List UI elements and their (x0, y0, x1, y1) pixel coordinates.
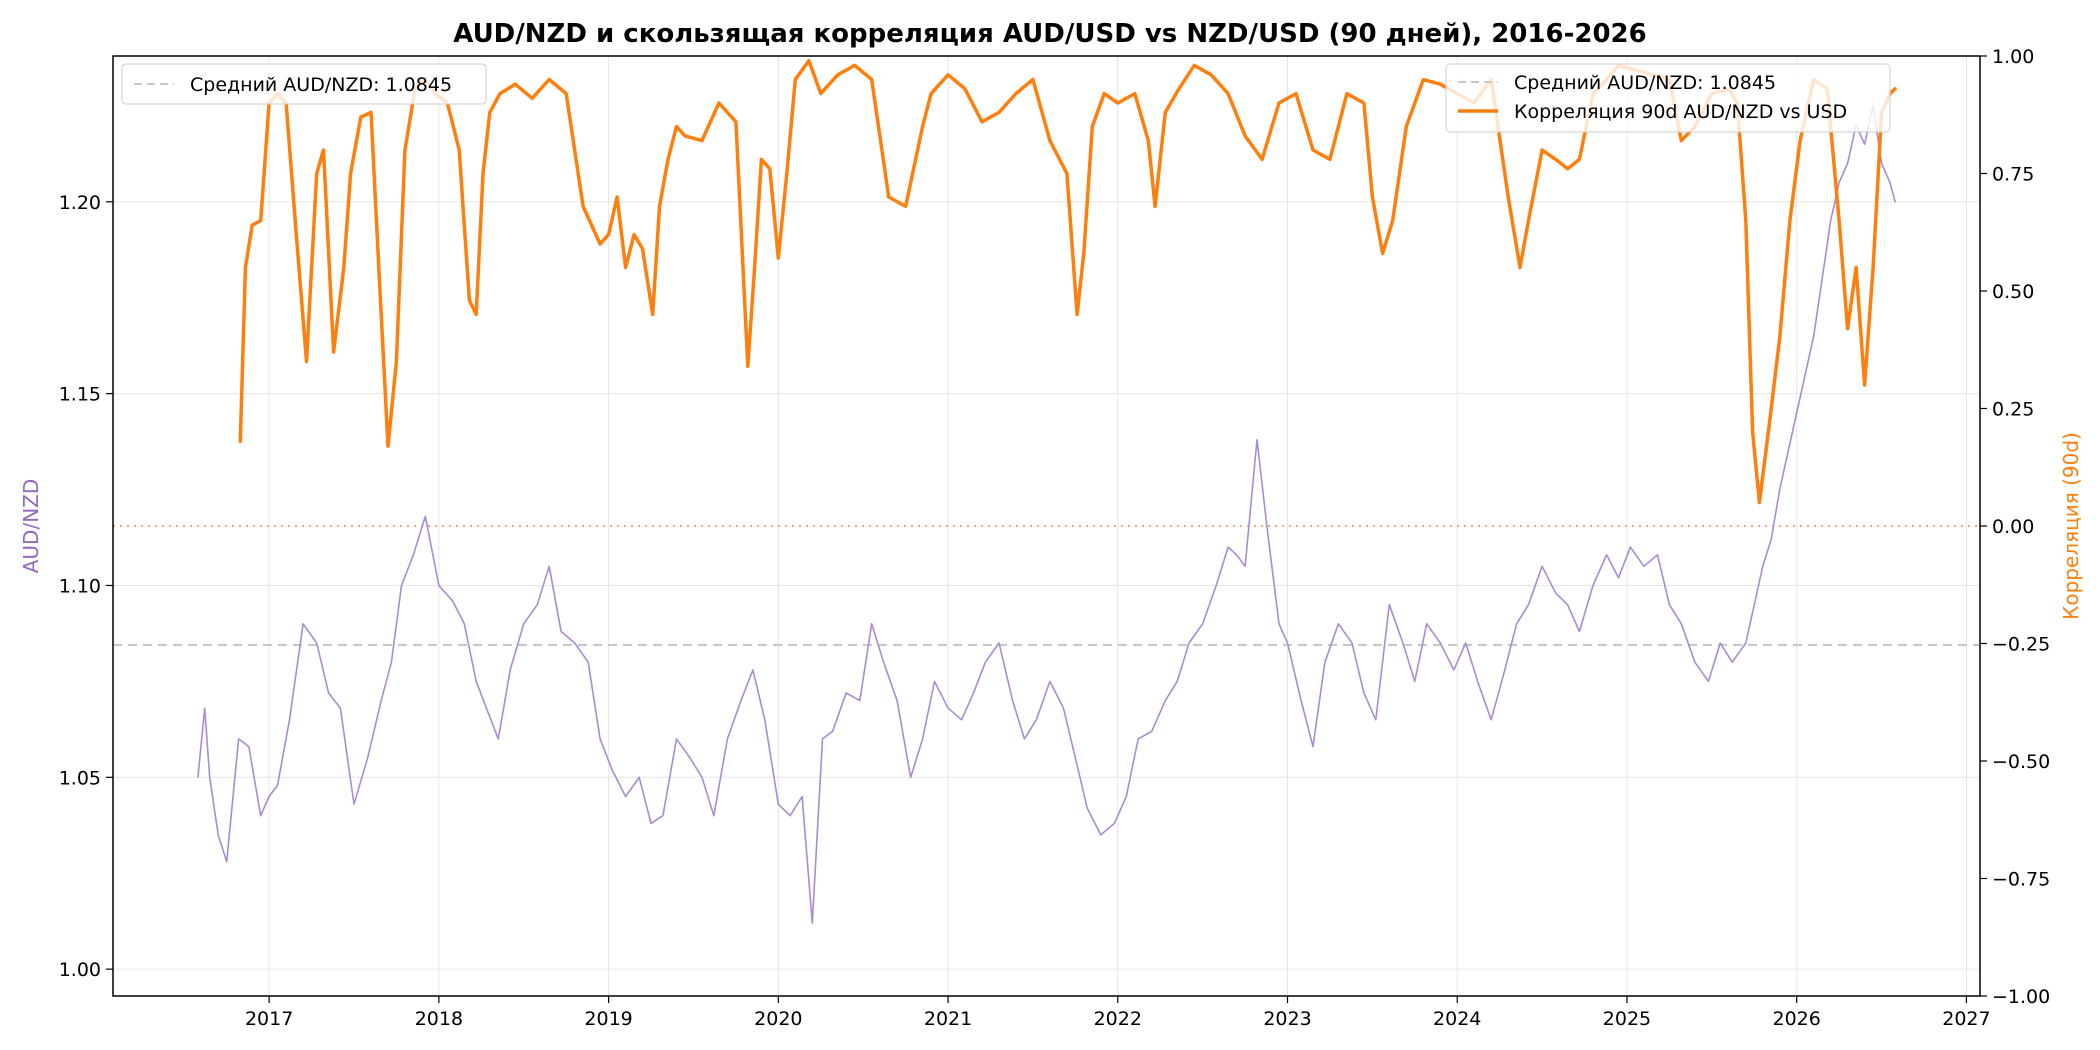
right-y-tick-label: 0.25 (1992, 399, 2034, 421)
left-y-tick-label: 1.15 (59, 384, 101, 406)
left-y-axis-label: AUD/NZD (19, 479, 43, 574)
audnzd-series-layer (197, 105, 1896, 924)
right-y-tick-label: 0.50 (1992, 281, 2034, 303)
right-y-tick-label: −0.75 (1992, 869, 2050, 891)
right-y-tick-label: −0.25 (1992, 634, 2050, 656)
x-tick-label: 2025 (1603, 1008, 1651, 1030)
x-tick-label: 2019 (584, 1008, 632, 1030)
left-y-axis-ticks: 1.00 1.05 1.10 1.15 1.20 (59, 192, 113, 981)
legend-right-box (1445, 63, 1891, 133)
left-y-tick-label: 1.05 (59, 767, 101, 789)
x-tick-label: 2018 (415, 1008, 463, 1030)
x-tick-label: 2022 (1094, 1008, 1142, 1030)
chart-title: AUD/NZD и скользящая корреляция AUD/USD … (453, 19, 1647, 49)
right-y-tick-label: 1.00 (1992, 46, 2034, 68)
legend-left-mean-label: Средний AUD/NZD: 1.0845 (190, 74, 452, 96)
right-y-axis-label: Корреляция (90d) (2059, 432, 2083, 620)
left-y-tick-label: 1.20 (59, 192, 101, 214)
right-y-tick-label: 0.75 (1992, 164, 2034, 186)
reference-lines (113, 525, 1980, 647)
right-y-tick-label: −1.00 (1992, 986, 2050, 1008)
x-tick-label: 2027 (1942, 1008, 1990, 1030)
x-tick-label: 2020 (754, 1008, 802, 1030)
legend-right: Средний AUD/NZD: 1.0845 Корреляция 90d A… (1445, 63, 1891, 133)
legend-right-mean-label: Средний AUD/NZD: 1.0845 (1514, 72, 1776, 94)
x-tick-label: 2024 (1433, 1008, 1481, 1030)
x-tick-label: 2023 (1263, 1008, 1311, 1030)
audnzd-line (197, 105, 1896, 924)
right-y-axis-ticks: −1.00 −0.75 −0.50 −0.25 0.00 0.25 0.50 0.75 1.00 (1980, 46, 2050, 1008)
legend-right-correlation-label: Корреляция 90d AUD/NZD vs USD (1514, 101, 1847, 123)
right-y-tick-label: −0.50 (1992, 751, 2050, 773)
x-tick-label: 2021 (924, 1008, 972, 1030)
x-tick-label: 2026 (1773, 1008, 1821, 1030)
grid-layer (113, 56, 1980, 996)
left-y-tick-label: 1.00 (59, 959, 101, 981)
x-axis-ticks: 2017 2018 2019 2020 2021 2022 2023 2024 2025 2026… (245, 996, 1991, 1030)
right-y-tick-label: 0.00 (1992, 516, 2034, 538)
legend-left: Средний AUD/NZD: 1.0845 (121, 63, 487, 105)
legend-left-box (121, 63, 487, 105)
x-tick-label: 2017 (245, 1008, 293, 1030)
left-y-tick-label: 1.10 (59, 575, 101, 597)
